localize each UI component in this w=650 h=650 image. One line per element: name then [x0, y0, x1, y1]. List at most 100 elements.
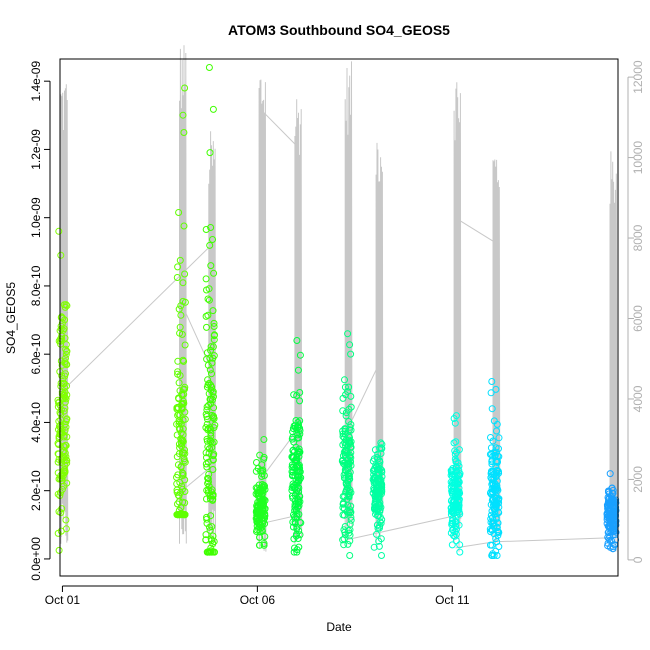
- data-point: [180, 399, 188, 407]
- x-tick-label: Oct 11: [435, 593, 470, 607]
- data-point: [181, 270, 189, 278]
- data-point: [207, 400, 215, 408]
- data-point: [207, 426, 215, 433]
- data-point: [61, 426, 69, 434]
- data-point: [493, 524, 501, 532]
- data-point: [62, 441, 70, 449]
- data-point: [295, 488, 303, 496]
- data-point: [495, 469, 503, 477]
- data-point: [205, 470, 213, 478]
- data-point: [493, 427, 500, 435]
- data-point: [202, 312, 210, 320]
- x-tick-label: Oct 06: [240, 593, 276, 607]
- data-point: [345, 529, 353, 537]
- data-point: [494, 527, 502, 535]
- data-point: [291, 520, 299, 528]
- data-point: [343, 508, 351, 516]
- data-point: [487, 541, 494, 549]
- data-point: [177, 511, 185, 519]
- data-point: [208, 370, 215, 378]
- data-point: [173, 453, 181, 461]
- data-point: [174, 263, 182, 271]
- data-point: [291, 422, 299, 430]
- data-point: [62, 301, 70, 309]
- data-point: [296, 351, 304, 359]
- data-point: [208, 439, 216, 447]
- data-point: [345, 460, 353, 468]
- data-point: [456, 548, 464, 556]
- data-point: [339, 441, 347, 449]
- data-point: [259, 497, 267, 505]
- data-point: [204, 415, 211, 423]
- data-point: [451, 450, 459, 458]
- data-point: [209, 496, 217, 504]
- data-point: [488, 378, 496, 385]
- data-point: [210, 323, 218, 330]
- data-point: [209, 540, 217, 548]
- data-point: [180, 222, 188, 230]
- data-point: [341, 528, 349, 536]
- data-point: [344, 540, 352, 548]
- data-point: [173, 480, 181, 488]
- data-point: [346, 537, 354, 545]
- data-point: [291, 456, 299, 464]
- data-point: [181, 488, 189, 495]
- data-point: [62, 354, 69, 362]
- data-point: [375, 542, 383, 550]
- data-point: [207, 512, 215, 520]
- data-point: [57, 406, 65, 414]
- data-point: [204, 475, 212, 483]
- data-point: [209, 492, 217, 499]
- data-point: [346, 440, 354, 448]
- data-point: [492, 462, 500, 470]
- data-point: [181, 476, 189, 484]
- data-point: [181, 341, 189, 349]
- data-point: [205, 64, 213, 71]
- data-point: [181, 298, 189, 306]
- data-point: [492, 514, 500, 522]
- data-point: [202, 531, 210, 539]
- data-point: [296, 397, 304, 405]
- altitude-trace: [258, 79, 267, 552]
- data-point: [177, 302, 185, 310]
- data-point: [377, 535, 385, 543]
- data-point: [347, 392, 355, 400]
- data-point: [341, 531, 349, 539]
- data-point: [370, 543, 378, 551]
- data-point: [339, 430, 347, 438]
- data-point: [492, 448, 500, 456]
- data-point: [491, 510, 499, 518]
- data-point: [208, 383, 216, 391]
- data-point: [63, 459, 71, 467]
- data-point: [210, 336, 218, 344]
- data-point: [202, 449, 210, 457]
- data-point: [346, 468, 354, 476]
- data-point: [57, 509, 65, 517]
- data-point: [491, 505, 498, 513]
- data-point: [261, 533, 269, 540]
- y-tick-label: 1.4e-09: [29, 61, 43, 102]
- data-point: [55, 337, 63, 345]
- data-point: [175, 379, 183, 387]
- data-point: [489, 489, 497, 497]
- altitude-connector: [62, 245, 211, 392]
- data-point: [290, 548, 298, 556]
- data-point: [342, 480, 350, 488]
- data-point: [369, 489, 377, 497]
- data-point: [54, 490, 62, 498]
- data-point: [495, 445, 502, 453]
- data-point: [450, 532, 458, 540]
- data-point: [60, 482, 68, 490]
- data-point: [205, 296, 213, 304]
- data-point: [490, 417, 498, 425]
- data-point: [204, 548, 212, 556]
- data-point: [210, 319, 218, 327]
- data-point: [175, 492, 183, 500]
- data-point: [608, 495, 616, 503]
- data-point: [177, 440, 185, 447]
- data-point: [173, 488, 181, 496]
- data-point: [450, 439, 458, 447]
- data-point: [55, 426, 62, 434]
- data-point: [211, 421, 219, 429]
